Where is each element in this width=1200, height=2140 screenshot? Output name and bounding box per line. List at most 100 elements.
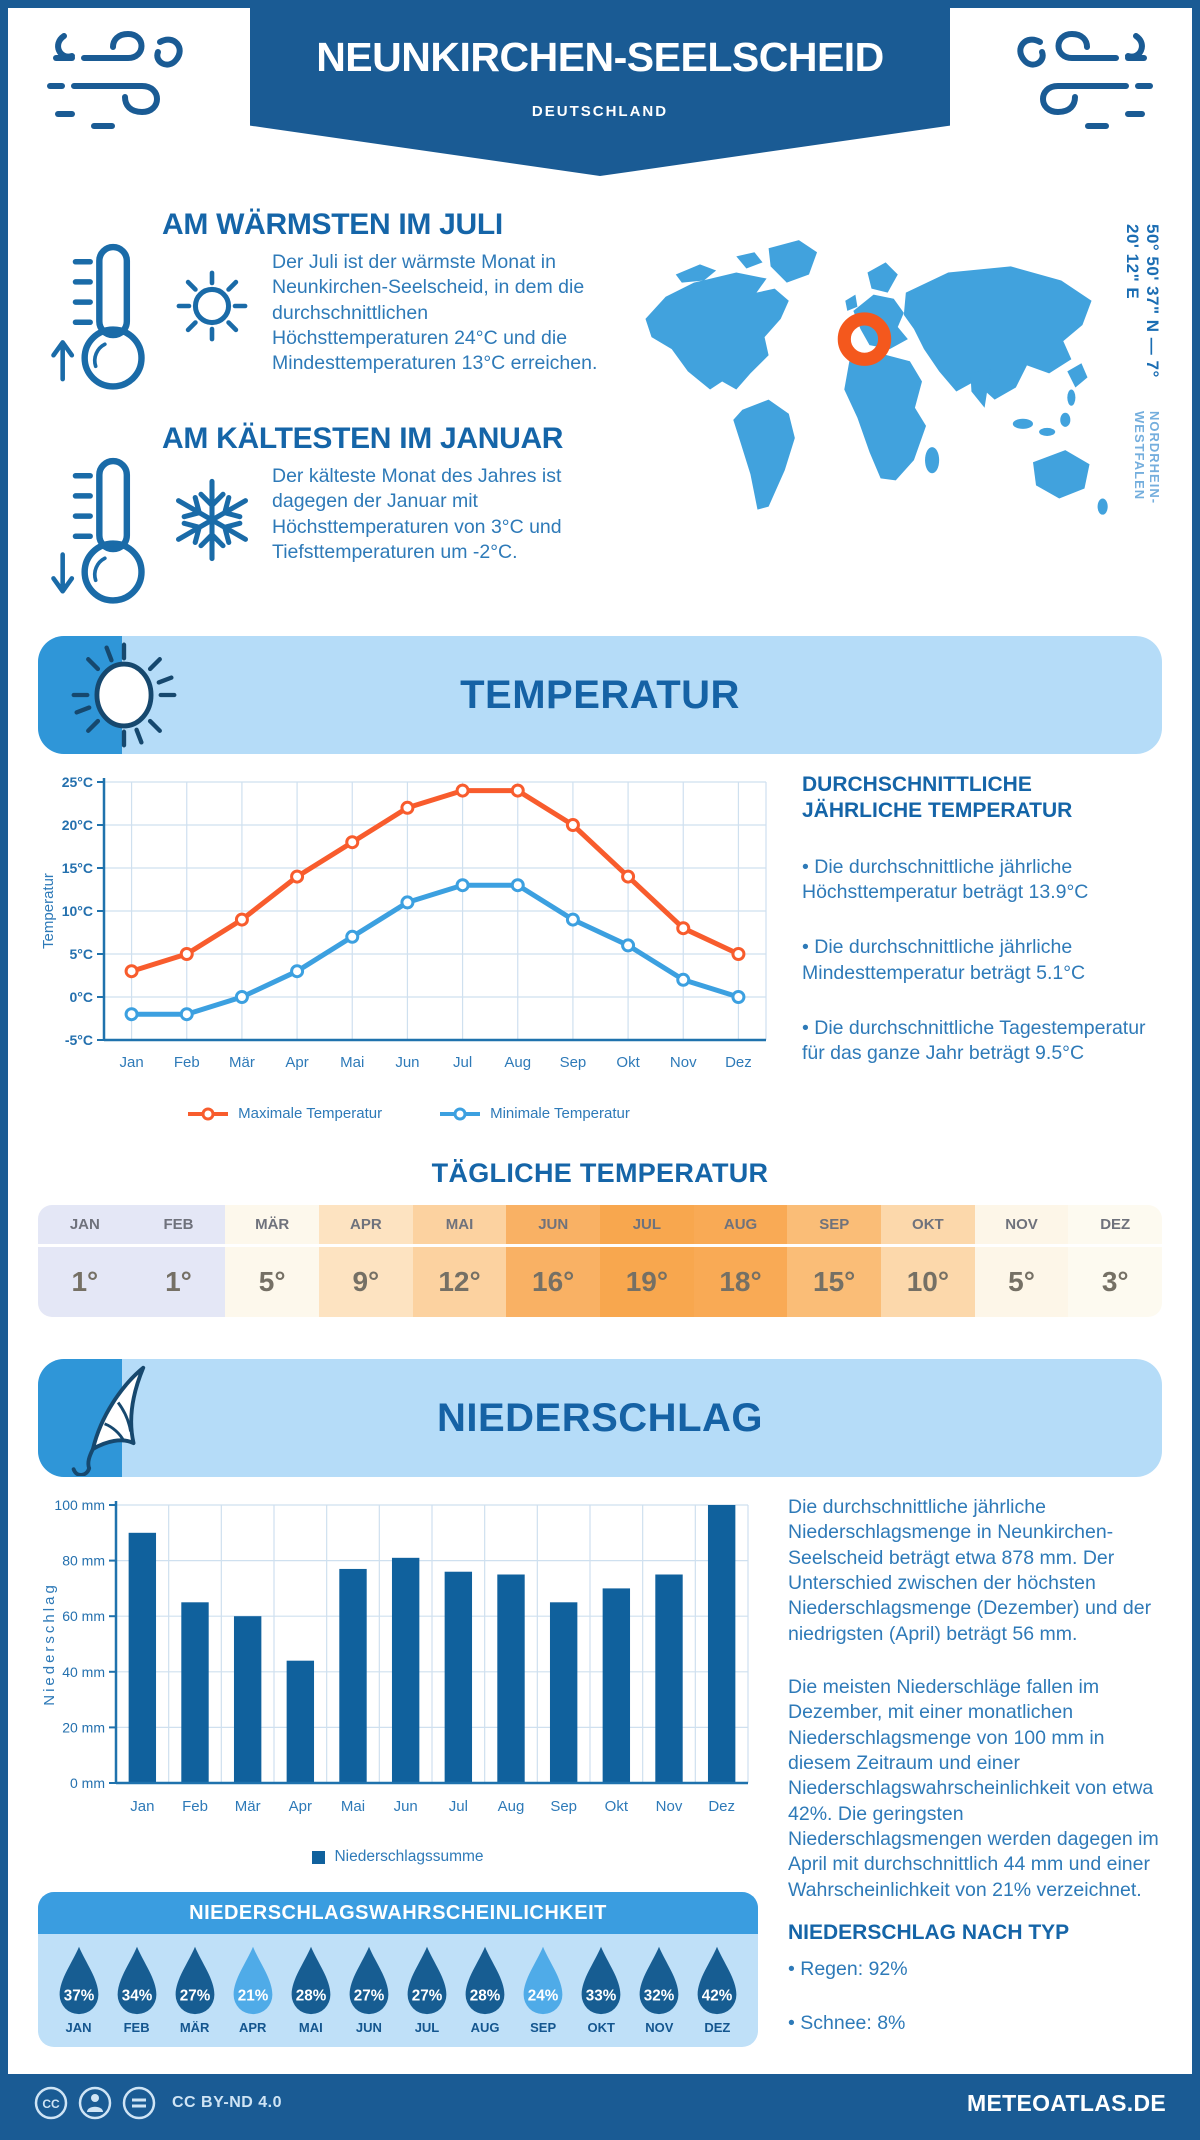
svg-text:Jun: Jun <box>395 1054 419 1071</box>
license-block[interactable]: CC CC BY-ND 4.0 <box>34 2086 282 2120</box>
warmest-month-fact: AM WÄRMSTEN IM JULI <box>44 208 605 398</box>
probability-droplet: 33% OKT <box>573 1944 630 2035</box>
month-column: SEP 15° <box>787 1205 882 1317</box>
probability-droplet: 37% JAN <box>50 1944 107 2035</box>
svg-text:25°C: 25°C <box>62 774 93 790</box>
droplet-icon: 27% <box>175 1946 215 2015</box>
svg-text:Niederschlag: Niederschlag <box>41 1582 58 1706</box>
coldest-fact-body: AM KÄLTESTEN IM JANUAR Der kälteste Mona… <box>162 422 605 612</box>
svg-text:Jan: Jan <box>130 1798 154 1815</box>
legend-swatch <box>312 1850 326 1864</box>
droplet-month-label: DEZ <box>704 2020 731 2035</box>
svg-text:27%: 27% <box>179 1987 210 2004</box>
svg-text:20°C: 20°C <box>62 817 93 833</box>
svg-text:Jul: Jul <box>453 1054 472 1071</box>
svg-text:Jan: Jan <box>119 1054 143 1071</box>
probability-droplet: 28% AUG <box>457 1944 514 2035</box>
site-name[interactable]: METEOATLAS.DE <box>967 2089 1166 2116</box>
droplet-month-label: APR <box>239 2020 267 2035</box>
probability-droplet: 24% SEP <box>515 1944 572 2035</box>
month-header: MAI <box>412 1205 507 1247</box>
svg-text:Aug: Aug <box>498 1798 525 1815</box>
precipitation-chart-block: 0 mm 20 mm 40 mm 60 mm 80 mm 100 mm Jan Feb Mär A… <box>38 1493 758 2047</box>
intro-section: AM WÄRMSTEN IM JULI <box>8 204 1192 612</box>
svg-text:Mär: Mär <box>235 1798 261 1815</box>
country-label: DEUTSCHLAND <box>531 103 669 120</box>
svg-text:Aug: Aug <box>504 1054 531 1071</box>
month-header: AUG <box>693 1205 788 1247</box>
droplet-icon: 28% <box>291 1946 331 2015</box>
precipitation-banner: NIEDERSCHLAG <box>38 1359 1162 1477</box>
probability-title: NIEDERSCHLAGSWAHRSCHEINLICHKEIT <box>38 1892 758 1934</box>
month-column: JUN 16° <box>506 1205 601 1317</box>
svg-text:Okt: Okt <box>616 1054 640 1071</box>
month-header: NOV <box>974 1205 1069 1247</box>
precipitation-banner-title: NIEDERSCHLAG <box>436 1395 764 1440</box>
svg-text:40 mm: 40 mm <box>62 1664 105 1680</box>
svg-text:Sep: Sep <box>550 1798 577 1815</box>
svg-text:33%: 33% <box>586 1987 617 2004</box>
month-column: AUG 18° <box>693 1205 788 1317</box>
svg-text:100 mm: 100 mm <box>54 1497 105 1513</box>
svg-text:32%: 32% <box>644 1987 675 2004</box>
legend-label: Maximale Temperatur <box>238 1105 383 1122</box>
droplet-month-label: JAN <box>65 2020 92 2035</box>
probability-droplet: 42% DEZ <box>689 1944 746 2035</box>
svg-text:Dez: Dez <box>708 1798 735 1815</box>
precipitation-summary: Die durchschnittliche jährliche Niedersc… <box>788 1493 1162 2047</box>
droplet-month-label: JUL <box>414 2020 440 2035</box>
svg-text:Apr: Apr <box>289 1798 312 1815</box>
svg-text:CC: CC <box>42 2097 60 2111</box>
svg-text:27%: 27% <box>412 1987 443 2004</box>
sun-icon <box>162 250 262 377</box>
droplet-month-label: MAI <box>298 2020 323 2035</box>
month-column: JUL 19° <box>600 1205 694 1317</box>
annual-bullet: • Die durchschnittliche jährliche Mindes… <box>802 936 1086 984</box>
probability-droplet: 21% APR <box>224 1944 281 2035</box>
svg-text:28%: 28% <box>296 1987 327 2004</box>
svg-text:Jun: Jun <box>394 1798 418 1815</box>
daily-temperature-title: TÄGLICHE TEMPERATUR <box>431 1158 769 1188</box>
temperature-banner: TEMPERATUR <box>38 636 1162 754</box>
svg-text:0 mm: 0 mm <box>70 1775 105 1791</box>
month-column: DEZ 3° <box>1068 1205 1162 1317</box>
svg-text:Nov: Nov <box>670 1054 697 1071</box>
svg-text:27%: 27% <box>354 1987 385 2004</box>
coldest-text: Der kälteste Monat des Jahres ist dagege… <box>272 465 562 564</box>
wind-icon <box>47 30 183 129</box>
probability-droplet: 34% FEB <box>108 1944 165 2035</box>
svg-text:Mai: Mai <box>341 1798 365 1815</box>
temperature-chart-block: -5°C 0°C 5°C 10°C 15°C 20°C 25°C Jan Feb Mär Apr Ma… <box>38 768 778 1122</box>
sun-banner-icon <box>71 642 177 748</box>
thermometer-cold-icon <box>44 422 162 612</box>
coldest-month-fact: AM KÄLTESTEN IM JANUAR Der kälteste Mona… <box>44 422 605 612</box>
svg-text:Okt: Okt <box>605 1798 629 1815</box>
warmest-text: Der Juli ist der wärmste Monat in Neunki… <box>272 251 598 375</box>
svg-text:Sep: Sep <box>560 1054 587 1071</box>
probability-droplets: 37% JAN 34% FEB 27% MÄR 21% APR 28% MAI 27% JUN 27% J… <box>38 1934 758 2047</box>
umbrella-banner-icon <box>71 1365 146 1476</box>
header: NEUNKIRCHEN-SEELSCHEID DEUTSCHLAND <box>8 8 1192 204</box>
droplet-month-label: AUG <box>470 2020 500 2035</box>
thermometer-warm-icon <box>44 208 162 398</box>
coordinates-block: 50° 50' 37" N — 7° 20' 12" E NORDRHEIN-W… <box>1122 220 1162 550</box>
svg-text:24%: 24% <box>528 1987 559 2004</box>
svg-text:15°C: 15°C <box>62 860 93 876</box>
annual-temperature-summary: DURCHSCHNITTLICHE JÄHRLICHE TEMPERATUR •… <box>802 768 1154 1122</box>
daily-temperature-table: JAN 1° FEB 1° MÄR 5° APR 9° MAI 12° JUN 16° JUL 19° AU… <box>38 1205 1162 1317</box>
svg-text:42%: 42% <box>702 1987 733 2004</box>
world-map <box>645 240 1108 515</box>
svg-text:80 mm: 80 mm <box>62 1553 105 1569</box>
precipitation-legend: Niederschlagssumme <box>38 1848 758 1866</box>
svg-text:Apr: Apr <box>285 1054 308 1071</box>
wind-icon <box>1017 30 1153 129</box>
droplet-icon: 27% <box>407 1946 447 2015</box>
droplet-icon: 42% <box>697 1946 737 2015</box>
snow-share: • Schnee: 8% <box>788 2011 906 2034</box>
svg-text:Mär: Mär <box>229 1054 255 1071</box>
precipitation-type-title: NIEDERSCHLAG NACH TYP <box>788 1921 1070 1945</box>
annual-temperature-title: DURCHSCHNITTLICHE JÄHRLICHE TEMPERATUR <box>802 773 1073 823</box>
legend-label: Niederschlagssumme <box>334 1848 484 1865</box>
month-header: FEB <box>131 1205 226 1247</box>
